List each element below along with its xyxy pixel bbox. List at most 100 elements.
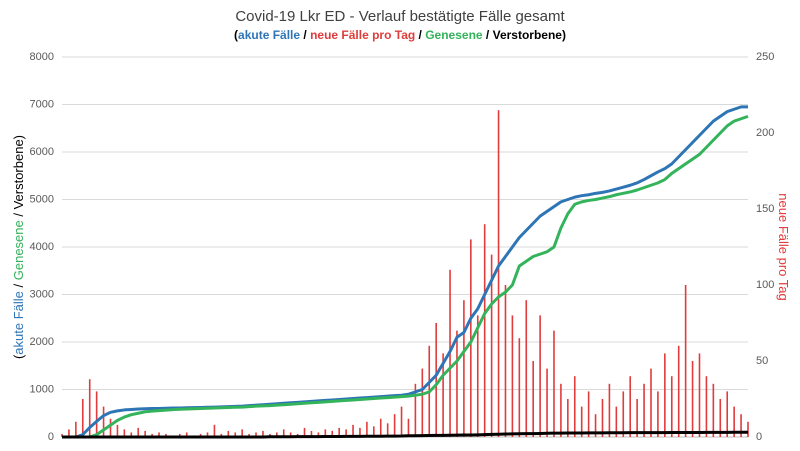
bar <box>407 418 410 437</box>
bar <box>601 399 604 437</box>
bar <box>130 432 133 437</box>
bar <box>629 376 632 437</box>
bar <box>553 330 555 437</box>
bar <box>185 432 188 437</box>
bar <box>726 391 729 437</box>
y-axis-label: (akute Fälle / Genesene / Verstorbene) <box>11 135 26 359</box>
bar <box>719 399 722 437</box>
bar <box>158 432 160 437</box>
bar <box>338 427 340 437</box>
bar <box>68 429 70 437</box>
bar <box>178 433 181 437</box>
bar <box>276 432 278 437</box>
bar <box>456 330 458 437</box>
legend-text: akute Fälle <box>238 28 300 42</box>
bar <box>670 376 673 437</box>
legend-text: Verstorbene <box>493 28 563 42</box>
bar <box>379 418 382 437</box>
legend-text: akute Fälle <box>11 291 26 355</box>
bar <box>331 430 334 437</box>
y2-axis-label: neue Fälle pro Tag <box>776 193 791 300</box>
legend-text: / <box>300 28 310 42</box>
bar <box>386 423 389 437</box>
bar <box>442 353 444 437</box>
bar <box>560 383 562 437</box>
bar <box>255 432 257 437</box>
legend-text: ) <box>562 28 566 42</box>
legend-text: neue Fälle pro Tag <box>776 193 791 300</box>
bar <box>213 424 216 437</box>
bar <box>691 361 694 437</box>
y2-tick-label: 0 <box>756 431 762 443</box>
y-tick-label: 2000 <box>30 336 54 348</box>
bar <box>366 421 368 437</box>
bar <box>95 391 98 437</box>
legend-text: / <box>11 209 26 220</box>
line <box>62 114 749 439</box>
bar <box>123 429 126 437</box>
bar <box>497 110 500 437</box>
legend-text: Verstorbene <box>11 139 26 209</box>
bar <box>650 368 652 437</box>
bar <box>324 429 327 437</box>
bar <box>88 379 91 437</box>
y2-tick-label: 150 <box>756 203 774 215</box>
bar <box>747 421 749 437</box>
bar <box>677 345 680 437</box>
chart-subtitle: (akute Fälle / neue Fälle pro Tag / Gene… <box>234 28 566 42</box>
bar <box>352 424 354 437</box>
bar <box>116 424 119 437</box>
bar <box>109 418 112 437</box>
line <box>62 430 748 439</box>
bar <box>241 429 243 437</box>
bar <box>310 430 313 437</box>
bar <box>636 399 638 437</box>
bar <box>137 427 140 437</box>
bar <box>463 300 465 437</box>
bar <box>282 429 285 437</box>
legend-text: ( <box>234 28 238 42</box>
bar <box>373 426 375 437</box>
bar <box>490 254 493 437</box>
bar <box>615 406 618 437</box>
legend-text: / <box>415 28 425 42</box>
legend-text: ) <box>11 135 26 139</box>
bar <box>476 315 479 437</box>
bar <box>532 361 534 437</box>
bar <box>317 432 320 437</box>
bar <box>525 300 528 437</box>
bar <box>435 323 437 437</box>
y2-tick-label: 200 <box>756 127 774 139</box>
y-tick-label: 5000 <box>30 193 54 205</box>
bar <box>303 427 306 437</box>
bar <box>664 353 666 437</box>
bar <box>622 391 625 437</box>
legend-text: / <box>11 280 26 291</box>
y2-tick-label: 50 <box>756 355 768 367</box>
bar <box>573 376 576 437</box>
y-tick-label: 3000 <box>30 288 54 300</box>
bar <box>733 406 735 437</box>
bar <box>227 430 230 437</box>
bar <box>587 391 590 437</box>
bar <box>643 383 645 437</box>
legend-text: / <box>483 28 493 42</box>
bar <box>483 224 486 437</box>
bar <box>705 376 708 437</box>
y-tick-label: 6000 <box>30 146 54 158</box>
bar <box>657 391 659 437</box>
y-tick-label: 4000 <box>30 241 54 253</box>
bar <box>698 353 701 437</box>
bar <box>740 414 742 437</box>
legend-text: ( <box>11 354 26 359</box>
y2-tick-label: 100 <box>756 279 774 291</box>
bar <box>234 432 237 437</box>
bar <box>359 427 361 437</box>
bar <box>546 368 548 437</box>
bar <box>608 383 611 437</box>
bar <box>102 406 105 437</box>
bar <box>393 414 396 437</box>
bar <box>144 430 146 437</box>
bar <box>414 383 417 437</box>
